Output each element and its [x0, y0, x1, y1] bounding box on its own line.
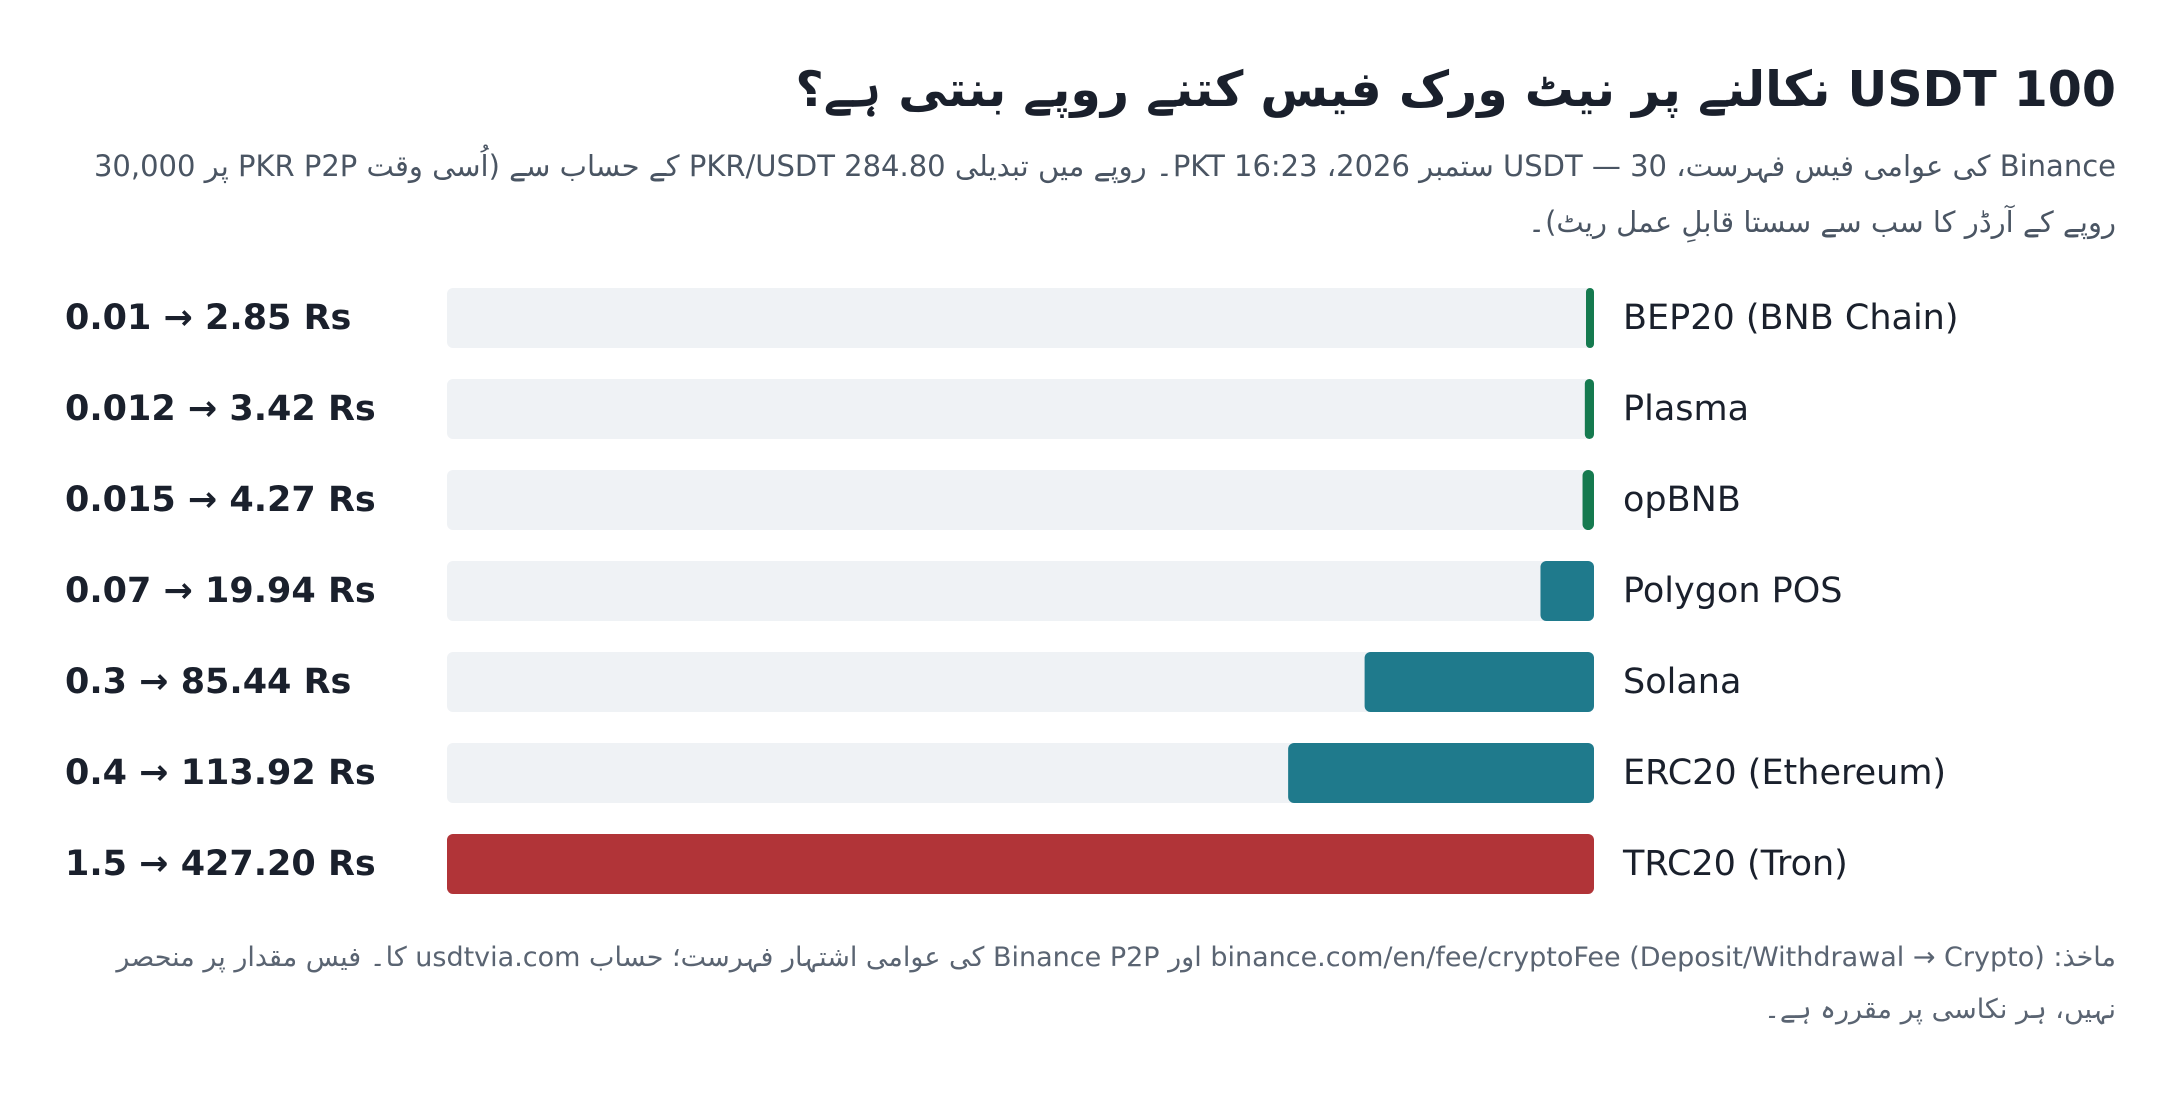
bar-track [447, 470, 1594, 530]
chart-title: 100 USDT نکالنے پر نیٹ ورک فیس کتنے روپے… [795, 61, 2116, 118]
bar [1584, 379, 1594, 439]
category-label: BEP20 (BNB Chain) [1623, 298, 1959, 338]
bar [1582, 470, 1594, 530]
bar-track [447, 561, 1594, 621]
value-label: 1.5 → 427.20 Rs [65, 844, 376, 884]
bar-row: Solana 0.3 → 85.44 Rs [65, 652, 1741, 712]
bar [1364, 652, 1594, 712]
category-label: Plasma [1623, 389, 1749, 429]
bar [1288, 743, 1594, 803]
bar-row: BEP20 (BNB Chain) 0.01 → 2.85 Rs [65, 288, 1959, 348]
source-note: ماخذ: binance.com/en/fee/cryptoFee (Depo… [116, 942, 2116, 1025]
bar-track [447, 652, 1594, 712]
value-label: 0.07 → 19.94 Rs [65, 571, 376, 611]
value-label: 0.015 → 4.27 Rs [65, 480, 376, 520]
category-label: Polygon POS [1623, 571, 1843, 611]
bar-track [447, 288, 1594, 348]
category-label: Solana [1623, 662, 1741, 702]
chart-subtitle: Binance کی عوامی فیس فہرست، USDT — 30 ست… [93, 149, 2116, 239]
bar-track [447, 379, 1594, 439]
value-label: 0.3 → 85.44 Rs [65, 662, 351, 702]
bar [1540, 561, 1594, 621]
bar-row: Polygon POS 0.07 → 19.94 Rs [65, 561, 1843, 621]
category-label: opBNB [1623, 480, 1741, 520]
category-label: ERC20 (Ethereum) [1623, 753, 1946, 793]
value-label: 0.4 → 113.92 Rs [65, 753, 376, 793]
bar [1586, 288, 1594, 348]
value-label: 0.012 → 3.42 Rs [65, 389, 376, 429]
bar [447, 834, 1594, 894]
category-label: TRC20 (Tron) [1622, 844, 1848, 884]
value-label: 0.01 → 2.85 Rs [65, 298, 351, 338]
bar-row: TRC20 (Tron) 1.5 → 427.20 Rs [65, 834, 1848, 894]
bar-row: opBNB 0.015 → 4.27 Rs [65, 470, 1741, 530]
bar-row: Plasma 0.012 → 3.42 Rs [65, 379, 1749, 439]
bar-row: ERC20 (Ethereum) 0.4 → 113.92 Rs [65, 743, 1946, 803]
